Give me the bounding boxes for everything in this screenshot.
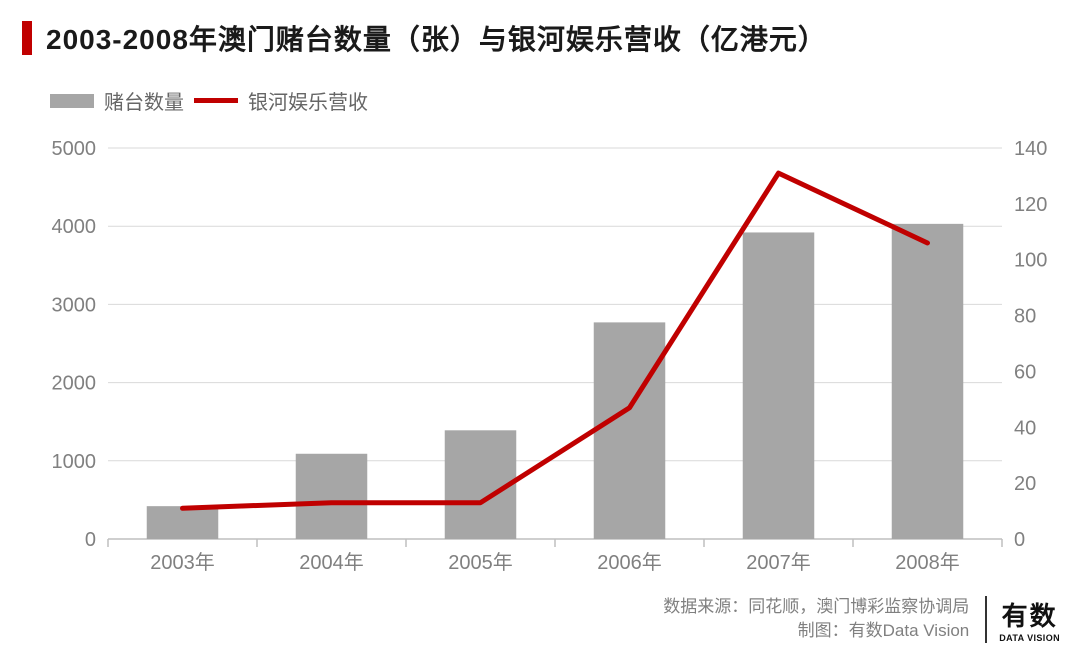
footer: 数据来源：同花顺，澳门博彩监察协调局 制图：有数Data Vision 有数 D… xyxy=(663,595,1060,643)
svg-text:5000: 5000 xyxy=(52,138,97,160)
svg-text:2000: 2000 xyxy=(52,373,97,395)
svg-text:1000: 1000 xyxy=(52,451,97,473)
bar xyxy=(892,224,964,539)
legend-line-swatch xyxy=(194,98,238,103)
chart-area: 0 1000 2000 3000 4000 5000 0 20 40 60 80 100 120 140 2… xyxy=(30,130,1062,589)
chart-svg: 0 1000 2000 3000 4000 5000 0 20 40 60 80 100 120 140 2… xyxy=(30,130,1062,589)
bar xyxy=(594,322,666,539)
bar xyxy=(296,454,368,539)
svg-text:4000: 4000 xyxy=(52,216,97,238)
svg-text:140: 140 xyxy=(1014,138,1047,160)
svg-text:2008年: 2008年 xyxy=(895,551,960,574)
title-row: 2003-2008年澳门赌台数量（张）与银河娱乐营收（亿港元） xyxy=(0,0,1080,58)
bar xyxy=(743,232,815,539)
svg-text:80: 80 xyxy=(1014,306,1036,328)
svg-text:2003年: 2003年 xyxy=(150,551,215,574)
line-series xyxy=(183,173,928,508)
svg-text:0: 0 xyxy=(1014,529,1025,551)
chart-title: 2003-2008年澳门赌台数量（张）与银河娱乐营收（亿港元） xyxy=(46,18,827,58)
svg-text:120: 120 xyxy=(1014,194,1047,216)
svg-text:2004年: 2004年 xyxy=(299,551,364,574)
legend: 赌台数量 银河娱乐营收 xyxy=(0,58,1080,115)
title-accent-bar xyxy=(22,21,32,55)
svg-text:2007年: 2007年 xyxy=(746,551,811,574)
footer-text: 数据来源：同花顺，澳门博彩监察协调局 制图：有数Data Vision xyxy=(663,595,969,643)
legend-bar-swatch xyxy=(50,94,94,108)
svg-text:60: 60 xyxy=(1014,361,1036,383)
footer-credit: 制图：有数Data Vision xyxy=(663,619,969,643)
svg-text:0: 0 xyxy=(85,529,96,551)
svg-text:20: 20 xyxy=(1014,473,1036,495)
logo-cn: 有数 xyxy=(1002,596,1058,633)
svg-text:3000: 3000 xyxy=(52,294,97,316)
footer-source: 数据来源：同花顺，澳门博彩监察协调局 xyxy=(663,595,969,619)
svg-text:100: 100 xyxy=(1014,250,1047,272)
logo-en: DATA VISION xyxy=(999,633,1060,643)
svg-text:2005年: 2005年 xyxy=(448,551,513,574)
legend-bar-label: 赌台数量 xyxy=(104,86,184,115)
logo: 有数 DATA VISION xyxy=(985,596,1060,643)
legend-line-label: 银河娱乐营收 xyxy=(248,86,368,115)
bar xyxy=(147,506,219,539)
svg-text:2006年: 2006年 xyxy=(597,551,662,574)
svg-text:40: 40 xyxy=(1014,417,1036,439)
